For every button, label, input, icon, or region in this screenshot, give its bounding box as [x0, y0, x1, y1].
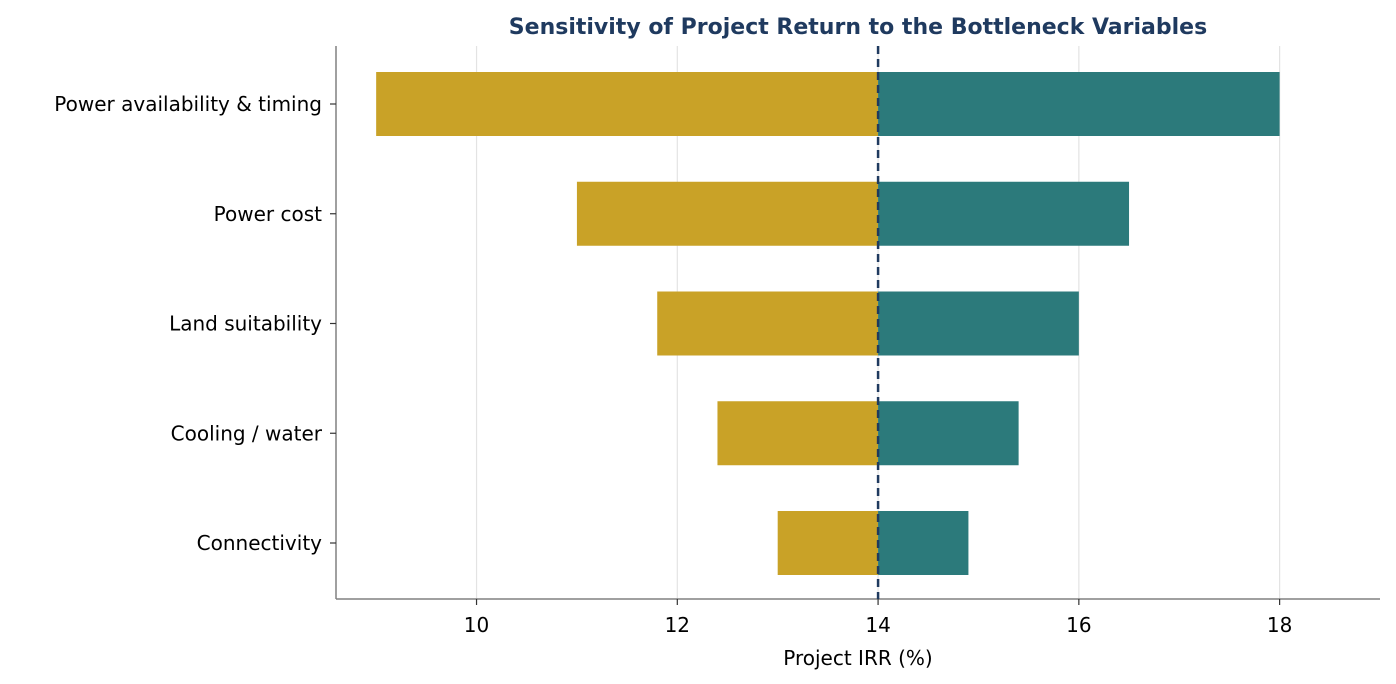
x-tick-label-16: 16 [1066, 613, 1091, 637]
x-tick-label-18: 18 [1267, 613, 1292, 637]
bar-high-4 [878, 511, 969, 575]
ticks: 10 12 14 16 18 Power availability & timing Pow… [54, 92, 1292, 637]
x-tick-label-10: 10 [464, 613, 489, 637]
bar-high-2 [878, 291, 1079, 356]
y-tick-label-0: Power availability & timing [54, 92, 322, 116]
y-tick-label-1: Power cost [214, 202, 322, 226]
bar-high-0 [878, 72, 1280, 136]
bar-low-2 [657, 291, 879, 356]
x-tick-label-12: 12 [665, 613, 690, 637]
x-tick-label-14: 14 [865, 613, 890, 637]
y-tick-label-3: Cooling / water [171, 421, 323, 445]
bar-high-3 [878, 401, 1019, 466]
chart-title: Sensitivity of Project Return to the Bot… [509, 15, 1207, 40]
bar-low-0 [376, 72, 879, 136]
bar-low-4 [777, 511, 879, 575]
y-tick-label-4: Connectivity [197, 531, 322, 555]
y-tick-label-2: Land suitability [169, 312, 322, 336]
axes [335, 46, 1380, 600]
bar-low-1 [576, 181, 879, 246]
bar-low-3 [717, 401, 879, 466]
bars [376, 72, 1280, 575]
bar-high-1 [878, 181, 1130, 246]
x-axis-label: Project IRR (%) [783, 646, 932, 670]
